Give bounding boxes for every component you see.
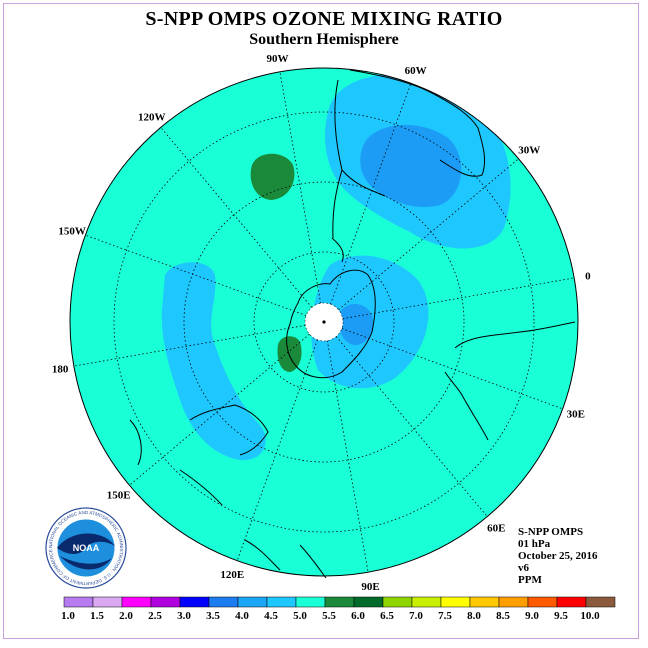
colorbar-swatch	[121, 596, 152, 608]
field-3-5-region-pole	[338, 304, 374, 345]
colorbar-swatch	[353, 596, 384, 608]
colorbar-swatch	[150, 596, 181, 608]
figure-frame	[3, 3, 639, 639]
longitude-label: 90W	[266, 53, 288, 65]
longitude-label: 120E	[220, 569, 244, 581]
colorbar-tick-label: 8.0	[467, 610, 481, 622]
instrument-label: S-NPP OMPS	[518, 526, 584, 538]
longitude-label: 180	[52, 364, 69, 376]
field-4-0-region-west	[161, 262, 266, 461]
map-boundary	[69, 67, 579, 577]
meridian-line	[129, 333, 310, 486]
colorbar-swatch	[527, 596, 558, 608]
coastline-africa	[444, 321, 576, 441]
meridian-line	[330, 83, 412, 305]
colorbar-tick-label: 4.5	[264, 610, 278, 622]
longitude-label: 0	[585, 270, 591, 282]
longitude-label: 30W	[518, 145, 540, 157]
latitude-circle	[183, 181, 465, 463]
longitude-label: 60E	[487, 522, 505, 534]
colorbar-tick-label: 6.0	[351, 610, 365, 622]
colorbar-swatch	[469, 596, 500, 608]
colorbar-swatch	[324, 596, 355, 608]
colorbar-swatch	[266, 596, 297, 608]
longitude-label: 120W	[138, 112, 166, 124]
colorbar: 1.0 1.5 2.0 2.5 3.0 3.5 4.0 4.5 5.0 5.5 6.0 6.5 7.0 7…	[61, 596, 616, 622]
field-5-5-region	[250, 153, 295, 200]
graticule	[73, 71, 575, 573]
colorbar-tick-label: 5.5	[322, 610, 336, 622]
colorbar-tick-label: 6.5	[380, 610, 394, 622]
colorbar-tick-label: 2.5	[148, 610, 162, 622]
coastline-south-america	[332, 69, 485, 239]
colorbar-swatch	[179, 596, 210, 608]
colorbar-swatch	[498, 596, 529, 608]
pressure-level: 01 hPa	[518, 538, 551, 550]
coastlines	[129, 69, 576, 579]
colorbar-tick-label: 1.5	[90, 610, 104, 622]
longitude-label: 60W	[405, 65, 427, 77]
colorbar-tick-label: 9.0	[525, 610, 539, 622]
colorbar-swatch	[295, 596, 326, 608]
longitude-label: 150W	[58, 225, 86, 237]
meridian-line	[160, 127, 313, 308]
colorbar-swatch	[208, 596, 239, 608]
map-subtitle: Southern Hemisphere	[249, 31, 399, 48]
colorbar-swatch	[585, 596, 616, 608]
longitude-labels: 90W 60W 30W 0 30E 60E 90E 120E 150E 180 150W 120W	[52, 53, 591, 593]
latitude-circle	[253, 251, 395, 393]
colorbar-tick-label: 8.5	[496, 610, 510, 622]
meridian-line	[335, 336, 488, 517]
colorbar-tick-label: 4.0	[235, 610, 249, 622]
colorbar-tick-label: 2.0	[119, 610, 133, 622]
colorbar-swatch	[63, 596, 94, 608]
colorbar-tick-label: 5.0	[293, 610, 307, 622]
field-5-5-region-pole	[277, 336, 302, 372]
colorbar-tick-label: 10.0	[580, 610, 600, 622]
colorbar-tick-label: 3.5	[206, 610, 220, 622]
longitude-label: 30E	[567, 409, 585, 421]
map-title: S-NPP OMPS OZONE MIXING RATIO	[145, 8, 503, 30]
colorbar-swatch	[411, 596, 442, 608]
longitude-label: 90E	[361, 581, 379, 593]
colorbar-tick-label: 7.5	[438, 610, 452, 622]
colorbar-swatch	[440, 596, 471, 608]
colorbar-swatch	[556, 596, 587, 608]
map-info: S-NPP OMPS 01 hPa October 25, 2016 v6 PP…	[518, 526, 598, 586]
colorbar-tick-label: 1.0	[61, 610, 75, 622]
colorbar-swatch	[92, 596, 123, 608]
field-3-5-region	[360, 124, 462, 208]
longitude-label: 150E	[107, 489, 131, 501]
colorbar-swatch	[382, 596, 413, 608]
observation-date: October 25, 2016	[518, 550, 598, 562]
units-label: PPM	[518, 574, 542, 586]
coastline-australia	[129, 404, 269, 506]
south-pole-marker	[322, 320, 326, 324]
meridian-line	[85, 234, 307, 316]
product-version: v6	[518, 562, 529, 574]
colorbar-tick-label: 3.0	[177, 610, 191, 622]
colorbar-tick-label: 7.0	[409, 610, 423, 622]
coastline-antarctica	[286, 237, 376, 379]
colorbar-tick-label: 9.5	[554, 610, 568, 622]
colorbar-swatch	[237, 596, 268, 608]
latitude-circle	[113, 111, 535, 533]
